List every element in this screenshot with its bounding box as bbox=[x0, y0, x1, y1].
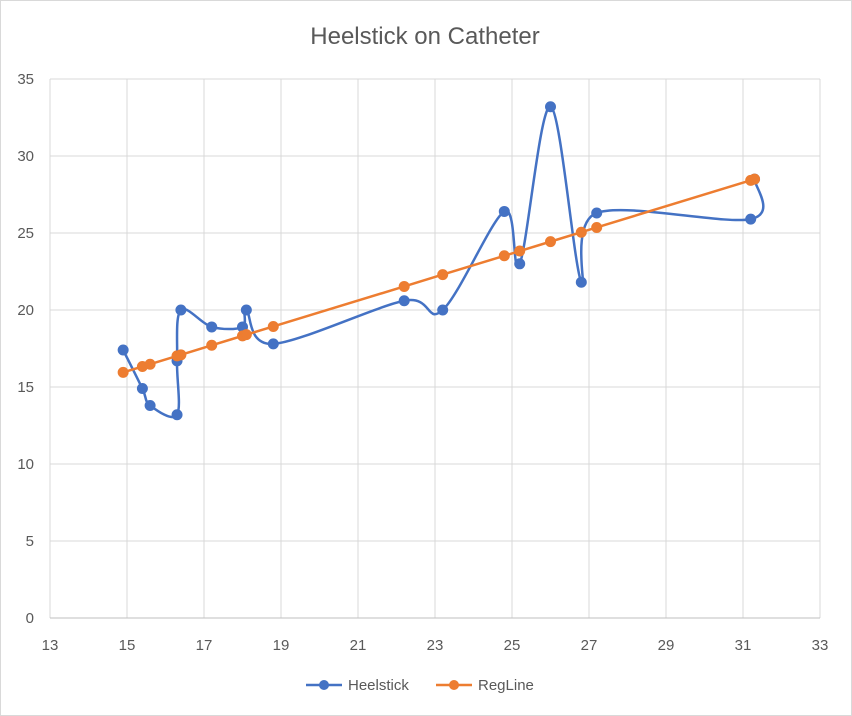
series-heelstick bbox=[117, 101, 765, 421]
data-point bbox=[545, 236, 556, 248]
legend-entry-heelstick: Heelstick bbox=[306, 677, 409, 694]
data-point bbox=[514, 245, 526, 257]
x-tick-label: 27 bbox=[581, 637, 598, 654]
data-point bbox=[575, 276, 587, 288]
chart-title: Heelstick on Catheter bbox=[310, 23, 539, 50]
data-point bbox=[117, 366, 129, 378]
data-point bbox=[514, 258, 526, 270]
x-tick-label: 25 bbox=[504, 637, 521, 654]
y-tick-label: 0 bbox=[26, 610, 34, 627]
tick-labels: 0 5 10 15 20 25 30 35 13 15 17 19 21 23 25 27 29 31 33 bbox=[17, 71, 828, 654]
data-point bbox=[398, 295, 410, 307]
data-point bbox=[117, 344, 129, 356]
y-tick-label: 30 bbox=[17, 148, 34, 165]
x-tick-label: 19 bbox=[273, 637, 290, 654]
data-point bbox=[545, 101, 556, 113]
data-point bbox=[437, 269, 449, 281]
y-tick-label: 35 bbox=[17, 71, 34, 88]
data-point bbox=[267, 338, 279, 350]
data-point bbox=[206, 321, 218, 333]
data-point bbox=[175, 349, 187, 361]
y-tick-label: 5 bbox=[26, 533, 34, 550]
y-tick-label: 15 bbox=[17, 379, 34, 396]
series-regline bbox=[117, 173, 761, 378]
legend-label: RegLine bbox=[478, 677, 534, 694]
series-line bbox=[122, 105, 765, 419]
y-tick-label: 25 bbox=[17, 225, 34, 242]
x-tick-label: 21 bbox=[350, 637, 367, 654]
x-tick-label: 13 bbox=[42, 637, 59, 654]
data-point bbox=[267, 320, 279, 332]
data-point bbox=[175, 304, 187, 316]
data-point bbox=[240, 329, 252, 341]
data-point bbox=[171, 409, 183, 421]
legend-marker bbox=[449, 680, 459, 690]
legend-label: Heelstick bbox=[348, 677, 409, 694]
x-tick-label: 15 bbox=[119, 637, 136, 654]
legend: Heelstick RegLine bbox=[306, 677, 534, 694]
x-tick-label: 33 bbox=[812, 637, 829, 654]
x-tick-label: 29 bbox=[658, 637, 675, 654]
data-point bbox=[749, 173, 761, 185]
data-point bbox=[144, 358, 156, 370]
x-tick-label: 23 bbox=[427, 637, 444, 654]
data-point bbox=[437, 304, 449, 316]
y-tick-label: 10 bbox=[17, 456, 34, 473]
data-point bbox=[398, 280, 410, 292]
data-point bbox=[136, 383, 148, 395]
data-point bbox=[144, 399, 156, 411]
legend-entry-regline: RegLine bbox=[436, 677, 534, 694]
series-layer bbox=[117, 101, 765, 421]
data-point bbox=[240, 304, 252, 316]
gridlines bbox=[49, 78, 821, 618]
y-tick-label: 20 bbox=[17, 302, 34, 319]
data-point bbox=[745, 213, 757, 225]
data-point bbox=[591, 207, 603, 219]
data-point bbox=[498, 250, 510, 262]
legend-marker bbox=[319, 680, 329, 690]
x-tick-label: 17 bbox=[196, 637, 213, 654]
x-tick-label: 31 bbox=[735, 637, 752, 654]
data-point bbox=[575, 226, 587, 238]
data-point bbox=[206, 339, 218, 351]
data-point bbox=[498, 205, 510, 217]
data-point bbox=[591, 221, 603, 233]
